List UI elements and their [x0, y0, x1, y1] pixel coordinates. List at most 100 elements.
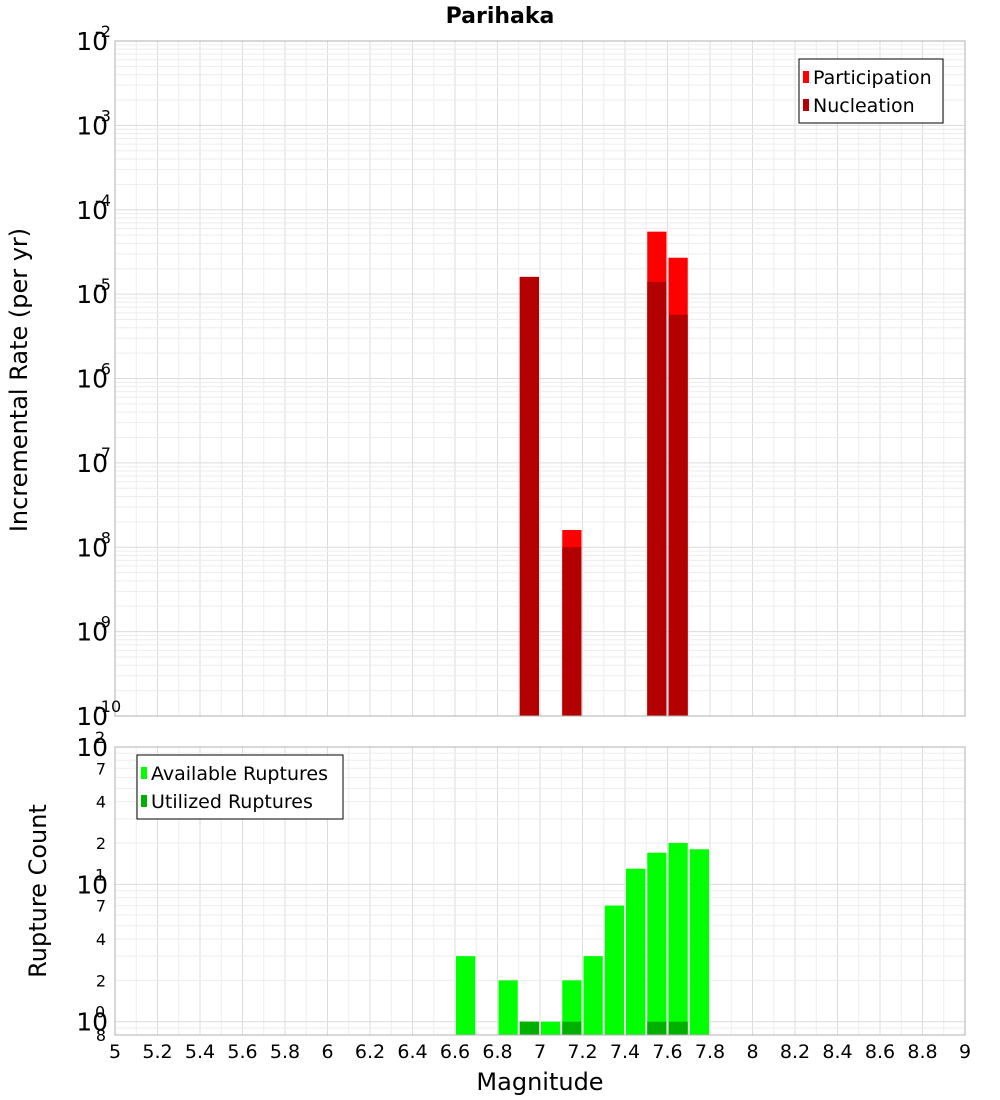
y-tick-label: 10-3: [76, 106, 111, 140]
x-axis-label: Magnitude: [476, 1068, 603, 1096]
x-tick-label: 6: [321, 1041, 333, 1063]
count-bar-0: [541, 1021, 561, 1035]
y-tick-base: 10: [76, 618, 108, 647]
y-tick-label: 10-7: [76, 444, 111, 478]
rate-plot-bars: [519, 231, 688, 716]
count-bar-0: [626, 868, 646, 1035]
rate-bar-1: [562, 547, 582, 716]
y-tick-base: 10: [76, 533, 108, 562]
count-bar-0: [604, 905, 624, 1035]
legend-swatch: [803, 99, 809, 111]
x-tick-label: 7.6: [652, 1041, 682, 1063]
legend-box: [136, 754, 344, 820]
y-tick-exponent: -3: [95, 106, 111, 125]
y-tick-base: 10: [76, 870, 108, 899]
y-tick-base: 10: [76, 196, 108, 225]
y-tick-label: 10-8: [76, 528, 111, 562]
y-tick-label: 101: [76, 865, 108, 899]
x-tick-label: 9: [959, 1041, 971, 1063]
x-tick-label: 7.2: [567, 1041, 597, 1063]
y-tick-label: 10-9: [76, 613, 111, 647]
y-tick-exponent: -10: [95, 697, 121, 716]
count-plot-bars: [456, 843, 709, 1035]
x-tick-label: 8.4: [822, 1041, 852, 1063]
x-axis-ticks: 5 5.2 5.4 5.6 5.8 6 6.2 6.4 6.6 6.8 7 7.2 7.4 7.6 7.8 8…: [109, 1041, 971, 1063]
rate-bar-1: [519, 276, 539, 716]
count-plot-frame: [114, 746, 966, 1036]
y-tick-label: 10-4: [76, 191, 111, 225]
rate-plot-legend: Participation Nucleation: [798, 58, 944, 124]
x-tick-label: 8.8: [907, 1041, 937, 1063]
rate-bar-1: [647, 281, 667, 716]
legend-label: Nucleation: [813, 95, 915, 117]
y-minor-tick-label: 7: [96, 759, 106, 778]
y-tick-exponent: -5: [95, 275, 111, 294]
y-minor-tick-label: 8: [96, 1026, 106, 1045]
rate-plot-y-label: Incremental Rate (per yr): [5, 228, 33, 532]
x-tick-label: 5.2: [142, 1041, 172, 1063]
y-tick-exponent: -2: [95, 22, 111, 41]
rate-plot-frame: [114, 40, 966, 717]
count-bar-0: [456, 956, 476, 1035]
legend-label: Participation: [813, 67, 932, 89]
x-tick-label: 7.4: [610, 1041, 640, 1063]
count-bar-0: [647, 852, 667, 1035]
x-tick-label: 5.8: [270, 1041, 300, 1063]
y-tick-base: 10: [76, 702, 108, 731]
count-bar-0: [562, 980, 582, 1035]
x-tick-label: 8: [746, 1041, 758, 1063]
chart-title: Parihaka: [446, 4, 555, 29]
rate-bar-1: [668, 314, 688, 716]
count-plot-grid: [114, 746, 966, 1036]
y-tick-label: 10-6: [76, 360, 111, 394]
y-tick-base: 10: [76, 449, 108, 478]
y-tick-base: 10: [76, 365, 108, 394]
x-tick-label: 6.2: [355, 1041, 385, 1063]
y-tick-label: 10-2: [76, 22, 111, 56]
count-bar-0: [668, 843, 688, 1035]
y-tick-base: 10: [76, 733, 108, 762]
y-tick-exponent: -9: [95, 613, 111, 632]
y-tick-label: 102: [76, 728, 108, 762]
y-tick-exponent: -8: [95, 528, 111, 547]
x-tick-label: 7: [534, 1041, 546, 1063]
count-bar-1: [647, 1021, 667, 1035]
count-plot-legend: Available Ruptures Utilized Ruptures: [136, 754, 344, 820]
legend-swatch: [803, 71, 809, 83]
y-tick-exponent: 2: [95, 728, 105, 747]
y-minor-tick-label: 7: [96, 897, 106, 916]
legend-swatch: [141, 767, 147, 779]
y-tick-label: 10-10: [76, 697, 121, 731]
y-tick-base: 10: [76, 1008, 108, 1037]
y-minor-tick-label: 4: [96, 930, 106, 949]
y-tick-exponent: 1: [95, 865, 105, 884]
x-tick-label: 8.2: [780, 1041, 810, 1063]
count-bar-0: [498, 980, 518, 1035]
rate-plot: 10-210-310-410-510-610-710-810-910-10 Pa…: [76, 22, 966, 731]
y-tick-label: 100: [76, 1003, 108, 1037]
count-bar-1: [562, 1021, 582, 1035]
y-tick-base: 10: [76, 111, 108, 140]
count-plot-y-label: Rupture Count: [24, 804, 52, 978]
x-tick-label: 6.4: [397, 1041, 427, 1063]
legend-label: Available Ruptures: [151, 763, 328, 785]
y-tick-exponent: 0: [95, 1003, 105, 1022]
x-tick-label: 5.4: [185, 1041, 215, 1063]
y-tick-base: 10: [76, 27, 108, 56]
x-tick-label: 5: [109, 1041, 121, 1063]
legend-label: Utilized Ruptures: [151, 791, 313, 813]
x-tick-label: 6.8: [482, 1041, 512, 1063]
y-tick-exponent: -6: [95, 360, 111, 379]
count-bar-0: [583, 956, 603, 1035]
y-minor-tick-label: 4: [96, 793, 106, 812]
x-tick-label: 6.6: [440, 1041, 470, 1063]
y-tick-base: 10: [76, 280, 108, 309]
y-tick-exponent: -4: [95, 191, 111, 210]
count-bar-0: [689, 849, 709, 1035]
y-minor-tick-label: 2: [96, 971, 106, 990]
y-minor-tick-label: 2: [96, 834, 106, 853]
count-bar-1: [519, 1021, 539, 1035]
